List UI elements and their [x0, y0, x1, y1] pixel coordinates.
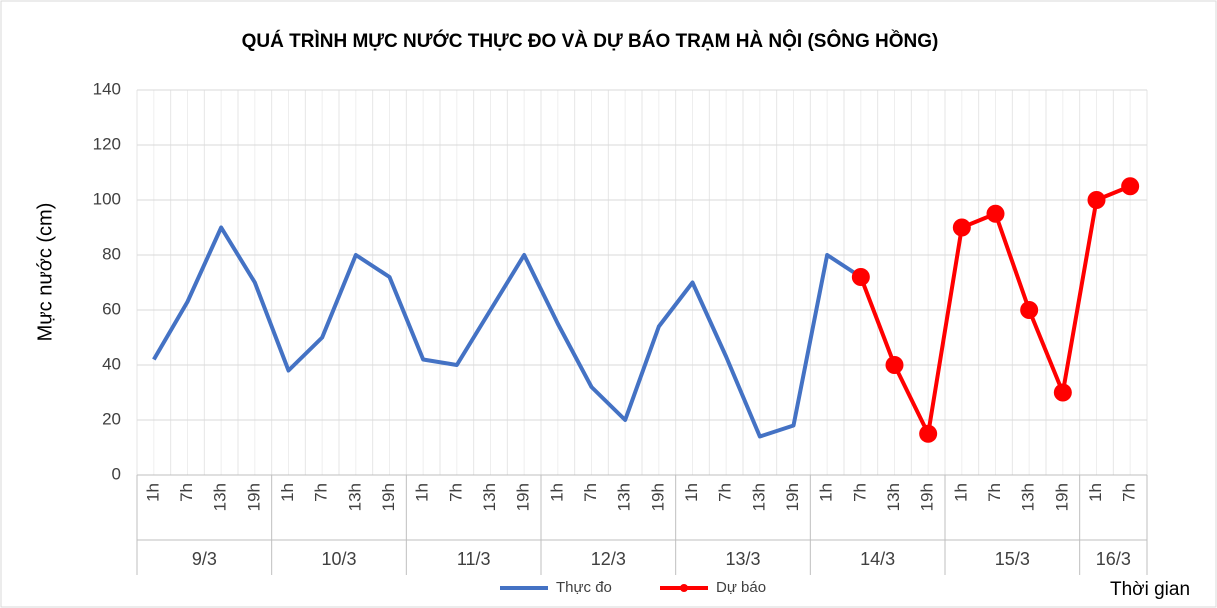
marker	[1053, 383, 1072, 402]
x-tick-label: 13h	[884, 483, 903, 511]
x-tick-label: 13h	[345, 483, 364, 511]
legend-label: Dự báo	[716, 579, 766, 596]
group-label: 10/3	[321, 549, 356, 569]
group-label: 15/3	[995, 549, 1030, 569]
marker	[851, 268, 870, 286]
marker	[919, 424, 938, 443]
group-label: 9/3	[192, 549, 217, 569]
y-tick-label: 40	[102, 354, 121, 373]
group-label: 14/3	[860, 549, 895, 569]
x-tick-label: 7h	[446, 483, 465, 502]
marker	[1020, 301, 1039, 319]
y-axis-label: Mực nước (cm)	[34, 203, 56, 342]
x-tick-label: 19h	[514, 483, 533, 511]
y-tick-label: 60	[102, 299, 121, 318]
x-tick-label: 19h	[379, 483, 398, 511]
y-tick-label: 20	[102, 409, 121, 428]
y-tick-label: 100	[93, 189, 121, 208]
x-tick-label: 7h	[850, 483, 869, 502]
x-tick-label: 1h	[547, 483, 566, 502]
x-tick-label: 1h	[817, 483, 836, 502]
x-tick-label: 19h	[1052, 483, 1071, 511]
group-label: 16/3	[1096, 549, 1131, 569]
x-axis-label: Thời gian	[1110, 579, 1190, 600]
x-tick-label: 19h	[918, 483, 937, 511]
x-tick-label: 19h	[783, 483, 802, 511]
group-label: 13/3	[725, 549, 760, 569]
x-tick-label: 13h	[1019, 483, 1038, 511]
y-tick-label: 140	[93, 79, 121, 98]
y-tick-label: 0	[112, 464, 121, 483]
y-tick-label: 80	[102, 244, 121, 263]
marker	[885, 356, 904, 374]
chart-title: QUÁ TRÌNH MỰC NƯỚC THỰC ĐO VÀ DỰ BÁO TRẠ…	[242, 30, 939, 52]
y-tick-label: 120	[93, 134, 121, 153]
legend-marker	[680, 584, 688, 592]
marker	[1087, 191, 1106, 209]
x-tick-label: 1h	[1086, 483, 1105, 502]
x-tick-label: 13h	[211, 483, 230, 511]
x-tick-label: 13h	[615, 483, 634, 511]
x-tick-label: 1h	[143, 483, 162, 502]
legend-label: Thực đo	[556, 579, 612, 596]
x-tick-label: 7h	[985, 483, 1004, 502]
x-tick-label: 13h	[480, 483, 499, 511]
x-tick-label: 1h	[951, 483, 970, 502]
marker	[986, 204, 1005, 223]
x-tick-label: 7h	[716, 483, 735, 502]
marker	[952, 218, 971, 237]
x-tick-label: 13h	[749, 483, 768, 511]
x-tick-label: 7h	[581, 483, 600, 502]
marker	[1121, 177, 1140, 196]
x-tick-label: 19h	[244, 483, 263, 511]
x-tick-label: 1h	[682, 483, 701, 502]
x-tick-label: 1h	[278, 483, 297, 502]
group-label: 11/3	[457, 549, 491, 569]
x-tick-label: 1h	[413, 483, 432, 502]
x-tick-label: 19h	[648, 483, 667, 511]
x-tick-label: 7h	[177, 483, 196, 502]
x-tick-label: 7h	[312, 483, 331, 502]
group-label: 12/3	[591, 549, 626, 569]
series-line	[152, 225, 862, 439]
x-tick-label: 7h	[1120, 483, 1139, 502]
